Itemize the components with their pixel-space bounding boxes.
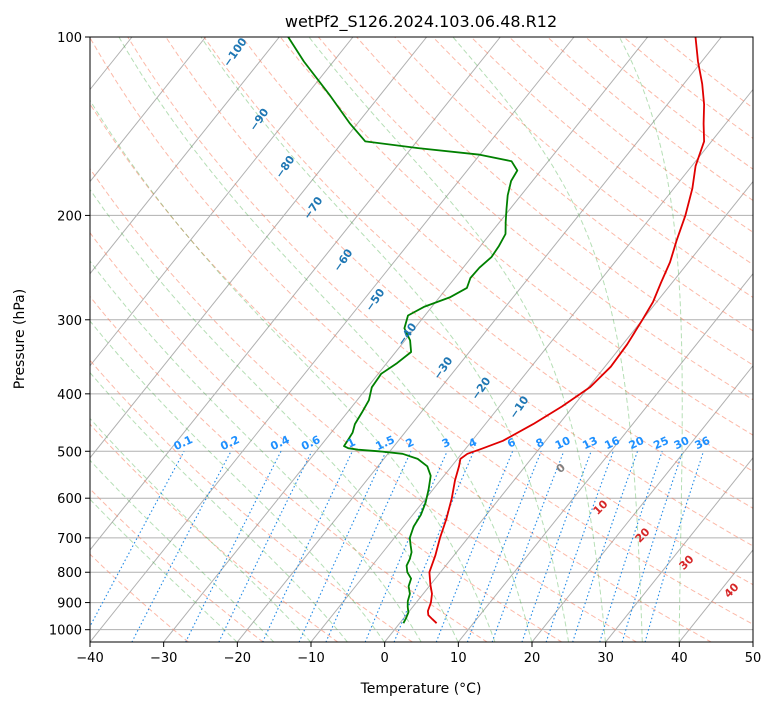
- x-tick-label: 10: [450, 651, 467, 666]
- y-tick-label: 200: [57, 209, 82, 224]
- x-tick-label: 0: [381, 651, 389, 666]
- x-axis-label: Temperature (°C): [360, 681, 482, 697]
- y-tick-label: 100: [57, 31, 82, 46]
- y-tick-label: 500: [57, 445, 82, 460]
- y-tick-label: 800: [57, 566, 82, 581]
- x-tick-label: −40: [76, 651, 103, 666]
- x-tick-label: 40: [671, 651, 688, 666]
- x-tick-label: −10: [297, 651, 324, 666]
- x-tick-label: 30: [597, 651, 614, 666]
- x-tick-label: 50: [745, 651, 762, 666]
- x-tick-label: 20: [524, 651, 541, 666]
- x-tick-label: −30: [150, 651, 177, 666]
- chart-title: wetPf2_S126.2024.103.06.48.R12: [285, 12, 557, 32]
- x-tick-label: −20: [224, 651, 251, 666]
- y-tick-label: 700: [57, 532, 82, 547]
- y-tick-label: 600: [57, 492, 82, 507]
- y-tick-label: 400: [57, 388, 82, 403]
- y-tick-label: 1000: [49, 624, 82, 639]
- y-tick-label: 900: [57, 597, 82, 612]
- y-axis-label: Pressure (hPa): [12, 289, 28, 389]
- y-tick-label: 300: [57, 314, 82, 329]
